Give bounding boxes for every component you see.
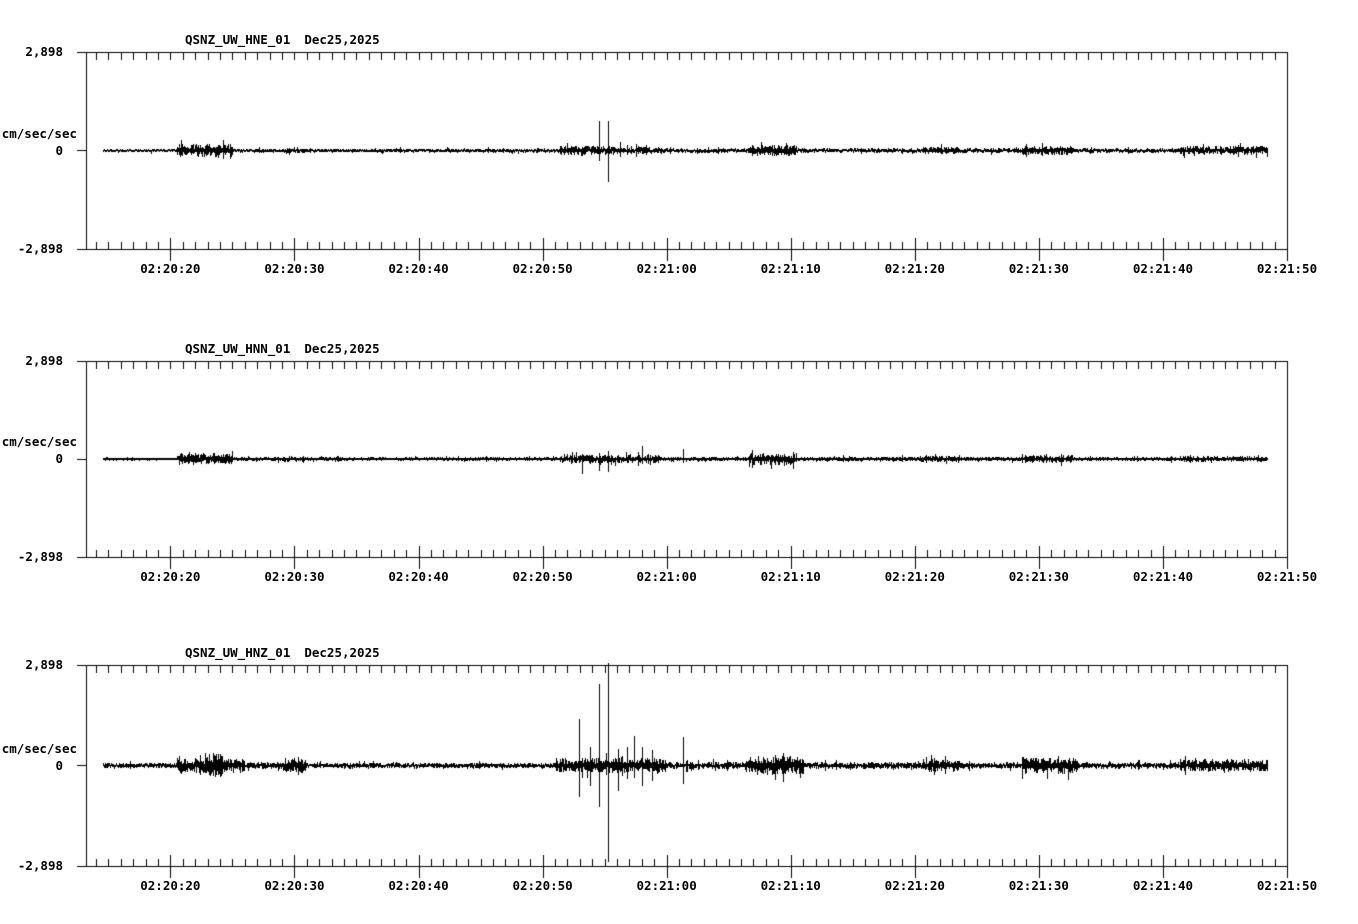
xtick-label: 02:21:40 (1132, 569, 1194, 584)
xtick-label: 02:21:10 (760, 878, 821, 893)
xtick-label: 02:21:40 (1132, 261, 1194, 276)
y-axis-unit-label: cm/sec/sec (1, 434, 77, 449)
ytick-max-label: 2,898 (25, 353, 63, 368)
chart-title: QSNZ_UW_HNN_01 Dec25,2025 (185, 341, 380, 356)
xtick-label: 02:21:20 (884, 569, 945, 584)
xtick-label: 02:20:30 (264, 878, 325, 893)
xtick-label: 02:21:10 (760, 569, 821, 584)
chart-title: QSNZ_UW_HNZ_01 Dec25,2025 (185, 645, 380, 660)
xtick-label: 02:20:50 (512, 569, 573, 584)
xtick-label: 02:20:30 (264, 569, 325, 584)
xtick-label: 02:20:40 (388, 569, 449, 584)
xtick-label: 02:20:20 (140, 261, 201, 276)
ytick-min-label: -2,898 (17, 858, 63, 873)
ytick-min-label: -2,898 (17, 241, 63, 256)
xtick-label: 02:20:50 (512, 878, 573, 893)
ytick-zero-label: 0 (55, 757, 63, 773)
chart-title: QSNZ_UW_HNE_01 Dec25,2025 (185, 32, 380, 47)
xtick-label: 02:21:50 (1256, 261, 1318, 276)
xtick-label: 02:21:40 (1132, 878, 1194, 893)
xtick-label: 02:21:20 (884, 261, 945, 276)
xtick-label: 02:21:00 (636, 261, 697, 276)
xtick-label: 02:21:30 (1008, 261, 1069, 276)
channel-id-label: QSNZ_UW_HNN_01 (185, 341, 291, 356)
xtick-label: 02:21:00 (636, 878, 697, 893)
channel-id-label: QSNZ_UW_HNE_01 (185, 32, 291, 47)
xtick-label: 02:21:10 (760, 261, 821, 276)
xtick-label: 02:20:20 (140, 569, 201, 584)
xtick-label: 02:20:20 (140, 878, 201, 893)
xtick-label: 02:21:30 (1008, 878, 1069, 893)
ytick-min-label: -2,898 (17, 549, 63, 564)
y-axis-unit-label: cm/sec/sec (1, 740, 77, 756)
ytick-max-label: 2,898 (25, 44, 63, 59)
ytick-zero-label: 0 (55, 142, 63, 158)
y-axis-unit-label: cm/sec/sec (1, 125, 77, 141)
channel-id-label: QSNZ_UW_HNZ_01 (185, 645, 291, 660)
ytick-zero-label: 0 (55, 451, 63, 466)
xtick-label: 02:21:50 (1256, 878, 1318, 893)
xtick-label: 02:20:40 (388, 261, 449, 276)
date-label: Dec25,2025 (304, 32, 380, 47)
xtick-label: 02:21:20 (884, 878, 945, 893)
xtick-label: 02:21:30 (1008, 569, 1069, 584)
xtick-label: 02:20:50 (512, 261, 573, 276)
xtick-label: 02:21:50 (1256, 569, 1318, 584)
date-label: Dec25,2025 (304, 645, 380, 660)
xtick-label: 02:21:00 (636, 569, 697, 584)
ytick-max-label: 2,898 (25, 657, 63, 672)
date-label: Dec25,2025 (304, 341, 380, 356)
xtick-label: 02:20:30 (264, 261, 325, 276)
xtick-label: 02:20:40 (388, 878, 449, 893)
